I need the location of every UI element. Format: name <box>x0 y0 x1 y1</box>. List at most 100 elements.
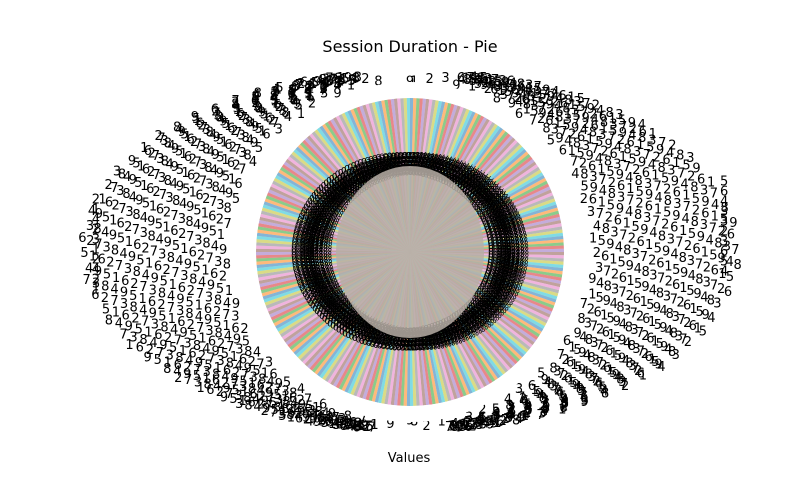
slice-label: 2 <box>648 253 656 268</box>
percentage-label: 0.3% <box>487 219 510 229</box>
slice-label: 6 <box>146 182 154 197</box>
slice-label: 7 <box>679 332 687 347</box>
slice-label: 7 <box>475 75 483 90</box>
percentage-label: 0.3% <box>481 309 504 319</box>
slice-label: 4 <box>547 108 555 123</box>
percentage-label: 0.3% <box>392 343 415 353</box>
percentage-label: 0.3% <box>449 177 472 187</box>
slice-label: 9 <box>297 405 305 420</box>
slice-label: 2 <box>163 263 171 278</box>
slice-label: 1 <box>98 193 106 208</box>
slice-label: 6 <box>564 372 572 387</box>
percentage-label: 0.3% <box>455 171 478 181</box>
slice-label: 5 <box>193 369 201 384</box>
percentage-label: 0.3% <box>319 189 342 199</box>
slice-label: 8 <box>244 148 252 163</box>
slice-label: 7 <box>492 411 500 426</box>
slice-label: 5 <box>598 381 606 396</box>
percentage-label: 0.3% <box>321 308 344 318</box>
slice-label: 4 <box>267 375 275 390</box>
percentage-label: 0.3% <box>451 327 474 337</box>
slice-label: 6 <box>287 87 295 102</box>
slice-label: 4 <box>213 380 221 395</box>
percentage-label: 0.3% <box>408 156 431 166</box>
percentage-label: 0.3% <box>339 323 362 333</box>
percentage-label: 0.3% <box>326 295 349 305</box>
percentage-label: 0.3% <box>310 302 333 312</box>
percentage-label: 0.3% <box>386 156 409 166</box>
slice-label: 9 <box>262 402 270 417</box>
percentage-label: 0.3% <box>489 225 512 235</box>
slice-label-right: 4 <box>720 195 728 210</box>
slice-label: 2 <box>131 312 139 327</box>
percentage-label: 0.3% <box>452 164 475 174</box>
percentage-label: 0.3% <box>491 234 514 244</box>
percentage-label: 0.3% <box>446 170 469 180</box>
slice-label: 9 <box>183 367 191 382</box>
percentage-label: 0.3% <box>334 192 357 202</box>
slice-label: 5 <box>204 359 212 374</box>
percentage-label: 0.3% <box>307 289 330 299</box>
percentage-label: 0.3% <box>373 341 396 351</box>
slice-label: 5 <box>341 72 349 87</box>
percentage-label: 0.3% <box>424 332 447 342</box>
slice-label: 8 <box>679 251 687 266</box>
slice-label: 6 <box>251 94 259 109</box>
slice-label: 8 <box>656 286 664 301</box>
percentage-label: 0.3% <box>506 250 529 260</box>
slice-label: 2 <box>164 331 172 346</box>
slice-label: 5 <box>305 400 313 415</box>
slice-label: 4 <box>560 393 568 408</box>
slice-label: 9 <box>605 137 613 152</box>
slice-label: 5 <box>216 133 224 148</box>
slice-label: 6 <box>508 405 516 420</box>
slice-label: 7 <box>83 273 91 288</box>
percentage-label: 0.3% <box>309 239 332 249</box>
slice-label: 5 <box>530 104 538 119</box>
percentage-label: 0.3% <box>488 242 511 252</box>
slice-label: 9 <box>176 180 184 195</box>
slice-label: 2 <box>211 104 219 119</box>
slice-label: 1 <box>370 418 378 433</box>
percentage-label: 0.3% <box>453 330 476 340</box>
slice-label: 8 <box>254 101 262 116</box>
slice-label: 7 <box>491 73 499 88</box>
percentage-label: 0.3% <box>352 165 375 175</box>
slice-label: 7 <box>464 415 472 430</box>
slice-label: 3 <box>587 205 595 220</box>
percentage-label: 0.3% <box>492 209 515 219</box>
slice-label: 2 <box>157 298 165 313</box>
slice-label: 4 <box>610 297 618 312</box>
percentage-label: 0.3% <box>333 319 356 329</box>
slice-label: 5 <box>468 73 476 88</box>
percentage-label: 0.3% <box>305 286 328 296</box>
slice-label: 9 <box>492 406 500 421</box>
slice-label: 3 <box>166 349 174 364</box>
percentage-label: 0.3% <box>415 157 438 167</box>
slice-label: 3 <box>592 354 600 369</box>
slice-label: 1 <box>508 406 516 421</box>
percentage-label: 0.3% <box>487 295 510 305</box>
percentage-label: 0.3% <box>314 202 337 212</box>
percentage-label: 0.3% <box>449 314 472 324</box>
percentage-label: 0.3% <box>306 296 329 306</box>
slice-label: 9 <box>219 243 227 258</box>
percentage-label: 0.3% <box>293 228 316 238</box>
percentage-label: 0.3% <box>370 167 393 177</box>
slice-label: 1 <box>145 257 153 272</box>
percentage-label: 0.3% <box>394 152 417 162</box>
slice-label: 1 <box>336 71 344 86</box>
slice-label: 2 <box>240 322 248 337</box>
percentage-label: 0.3% <box>310 200 333 210</box>
percentage-label: 0.3% <box>295 275 318 285</box>
percentage-label: 0.3% <box>442 164 465 174</box>
slice-label: 6 <box>249 388 257 403</box>
slice-label: 1 <box>689 302 697 317</box>
slice-label: 2 <box>238 109 246 124</box>
percentage-label: 0.3% <box>489 196 512 206</box>
slice-label: 9 <box>151 272 159 287</box>
slice-label: 5 <box>251 91 259 106</box>
percentage-label: 0.3% <box>497 249 520 259</box>
slice-label: 7 <box>657 272 665 287</box>
slice-label: 6 <box>289 392 297 407</box>
